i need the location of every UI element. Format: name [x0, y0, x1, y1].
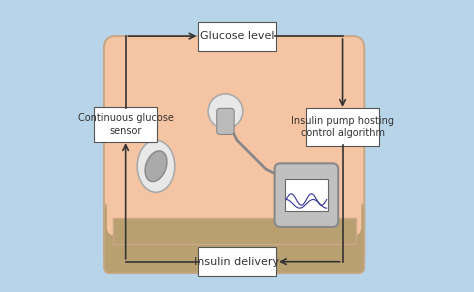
FancyBboxPatch shape — [274, 163, 338, 227]
FancyBboxPatch shape — [113, 218, 356, 244]
Text: Insulin pump hosting
control algorithm: Insulin pump hosting control algorithm — [291, 116, 394, 138]
Text: Continuous glucose
sensor: Continuous glucose sensor — [78, 113, 173, 135]
Text: Insulin delivery: Insulin delivery — [194, 257, 280, 267]
FancyBboxPatch shape — [104, 204, 364, 273]
Text: Glucose level: Glucose level — [200, 31, 274, 41]
FancyBboxPatch shape — [107, 39, 361, 236]
FancyBboxPatch shape — [94, 107, 157, 142]
FancyBboxPatch shape — [198, 247, 276, 276]
Ellipse shape — [137, 140, 175, 192]
FancyBboxPatch shape — [104, 36, 364, 267]
Ellipse shape — [208, 94, 243, 129]
FancyBboxPatch shape — [306, 108, 379, 146]
FancyBboxPatch shape — [285, 179, 328, 211]
FancyBboxPatch shape — [217, 108, 234, 134]
Ellipse shape — [145, 151, 167, 182]
FancyBboxPatch shape — [198, 22, 276, 51]
